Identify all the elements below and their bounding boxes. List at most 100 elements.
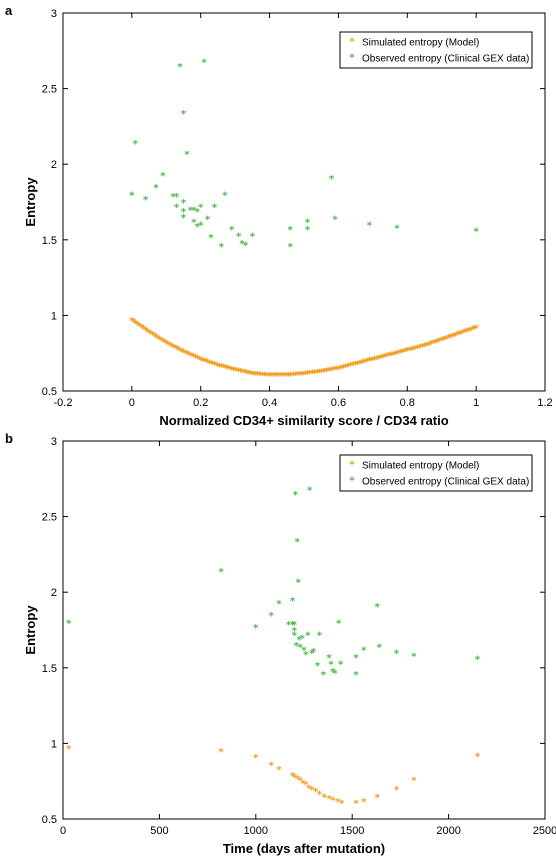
y-tick-label: 1: [51, 310, 57, 322]
point-simulated: *: [152, 331, 158, 342]
point-observed: *: [353, 670, 359, 681]
point-observed: *: [243, 240, 249, 251]
y-tick-label: 2.5: [42, 84, 57, 96]
point-observed: *: [229, 225, 235, 236]
point-simulated: *: [288, 371, 294, 382]
point-simulated: *: [274, 371, 280, 382]
y-tick-label: 2: [51, 587, 57, 599]
point-observed: *: [301, 646, 307, 657]
point-simulated: *: [207, 358, 213, 369]
point-observed: *: [375, 602, 381, 613]
point-simulated: *: [129, 316, 135, 327]
point-simulated: *: [379, 353, 385, 364]
point-simulated: *: [463, 327, 469, 338]
point-simulated: *: [420, 342, 426, 353]
point-simulated: *: [198, 355, 204, 366]
point-simulated: *: [361, 797, 367, 808]
point-simulated: *: [367, 356, 373, 367]
point-simulated: *: [186, 350, 192, 361]
point-simulated: *: [401, 347, 407, 358]
point-simulated: *: [184, 349, 190, 360]
legend-label-observed-a: Observed entropy (Clinical GEX data): [362, 54, 529, 65]
point-simulated: *: [461, 328, 467, 339]
point-observed: *: [288, 242, 294, 253]
point-observed: *: [174, 203, 180, 214]
point-simulated: *: [355, 359, 361, 370]
point-simulated: *: [474, 324, 480, 335]
point-simulated: *: [425, 340, 431, 351]
point-simulated: *: [248, 369, 254, 380]
point-simulated: *: [381, 353, 387, 364]
point-simulated: *: [176, 345, 182, 356]
point-observed: *: [292, 626, 298, 637]
point-simulated: *: [236, 367, 242, 378]
y-axis-label-a: Entropy: [23, 177, 38, 227]
point-simulated: *: [418, 343, 424, 354]
point-simulated: *: [191, 352, 197, 363]
point-simulated: *: [448, 333, 454, 344]
point-simulated: *: [475, 752, 481, 763]
point-simulated: *: [430, 339, 436, 350]
point-simulated: *: [443, 334, 449, 345]
point-simulated: *: [351, 360, 357, 371]
point-observed: *: [367, 221, 373, 232]
point-simulated: *: [188, 351, 194, 362]
point-observed: *: [361, 646, 367, 657]
point-observed: *: [205, 215, 211, 226]
point-simulated: *: [292, 773, 298, 784]
point-simulated: *: [350, 361, 356, 372]
point-simulated: *: [210, 359, 216, 370]
point-simulated: *: [220, 363, 226, 374]
point-observed: *: [66, 618, 72, 629]
point-simulated: *: [251, 370, 257, 381]
legend-label-simulated-b: Simulated entropy (Model): [362, 461, 479, 472]
point-observed: *: [330, 667, 336, 678]
x-tick-label: 1: [473, 397, 479, 409]
point-observed: *: [218, 567, 224, 578]
point-simulated: *: [226, 364, 232, 375]
point-simulated: *: [331, 365, 337, 376]
point-simulated: *: [313, 786, 319, 797]
point-simulated: *: [270, 371, 276, 382]
point-simulated: *: [455, 330, 461, 341]
point-simulated: *: [159, 335, 165, 346]
data-points-a: ****************************************…: [129, 57, 479, 382]
point-simulated: *: [346, 362, 352, 373]
point-observed: *: [326, 653, 332, 664]
point-simulated: *: [309, 785, 315, 796]
point-simulated: *: [324, 366, 330, 377]
point-simulated: *: [189, 351, 195, 362]
point-observed: *: [328, 659, 334, 670]
y-axis-a: 0.5 1 1.5 2 2.5 3: [42, 8, 545, 398]
point-simulated: *: [153, 332, 159, 343]
point-observed: *: [290, 620, 296, 631]
point-simulated: *: [465, 327, 471, 338]
point-observed: *: [174, 192, 180, 203]
point-observed: *: [276, 599, 282, 610]
point-simulated: *: [306, 783, 312, 794]
point-observed: *: [188, 206, 194, 217]
point-simulated: *: [245, 368, 251, 379]
x-axis-label-b: Time (days after mutation): [223, 841, 385, 856]
point-simulated: *: [290, 771, 296, 782]
point-simulated: *: [363, 357, 369, 368]
point-simulated: *: [264, 371, 270, 382]
legend-marker-observed-a: *: [349, 53, 355, 64]
point-simulated: *: [362, 358, 368, 369]
point-simulated: *: [279, 371, 285, 382]
point-simulated: *: [239, 367, 245, 378]
point-observed: *: [133, 139, 139, 150]
point-simulated: *: [134, 320, 140, 331]
point-simulated: *: [133, 318, 139, 329]
point-simulated: *: [377, 353, 383, 364]
x-tick-label: 0.8: [400, 397, 415, 409]
point-observed: *: [288, 225, 294, 236]
point-simulated: *: [327, 366, 333, 377]
point-observed: *: [353, 653, 359, 664]
point-simulated: *: [303, 369, 309, 380]
x-tick-label: 0: [129, 397, 135, 409]
point-simulated: *: [233, 366, 239, 377]
point-simulated: *: [260, 371, 266, 382]
data-points-b: * *** *********** * ** ** * * ******************…: [66, 485, 481, 809]
legend-label-observed-b: Observed entropy (Clinical GEX data): [362, 477, 529, 488]
